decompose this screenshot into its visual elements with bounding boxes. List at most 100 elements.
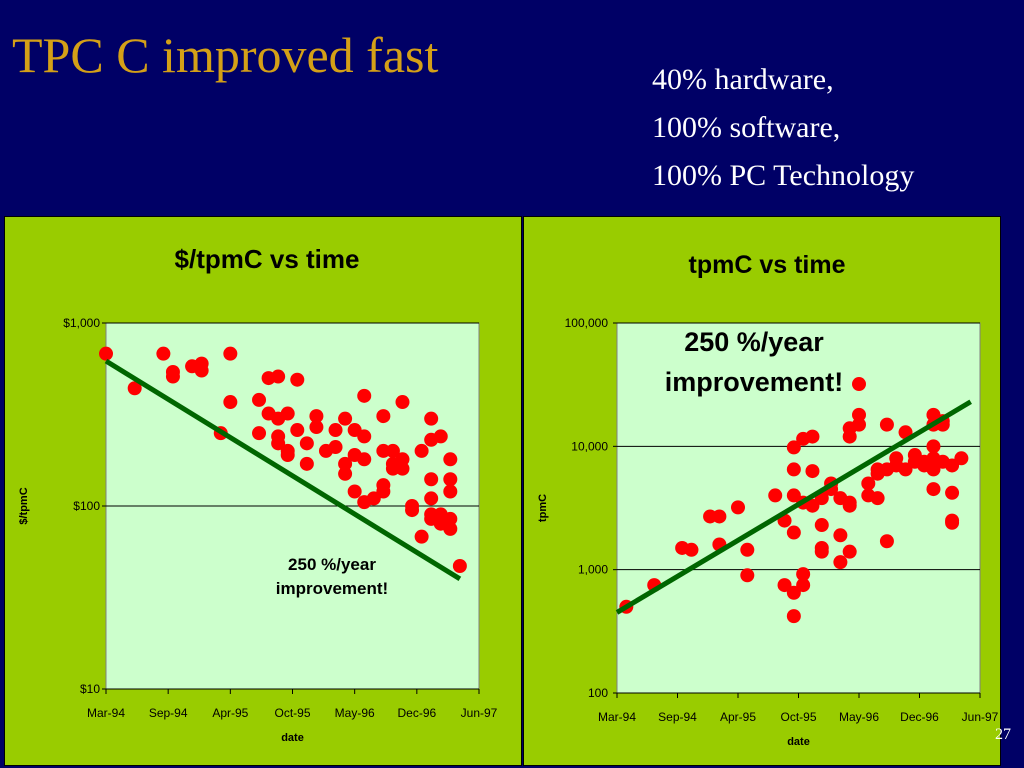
data-point xyxy=(786,525,801,540)
data-point xyxy=(271,436,286,451)
y-axis-label: $/tpmC xyxy=(18,487,30,524)
y-tick-label: 10,000 xyxy=(571,439,608,453)
data-point xyxy=(414,443,429,458)
data-point xyxy=(127,381,142,396)
improvement-annotation: 250 %/year xyxy=(684,327,824,357)
data-point xyxy=(99,346,113,361)
data-point xyxy=(814,518,829,533)
data-point xyxy=(443,521,458,536)
cost-chart-panel: $/tpmC vs time $10 $100 $1,000 Mar-94 Sep-94 A… xyxy=(4,216,522,766)
breakdown-hardware: 40% hardware, xyxy=(652,63,834,96)
data-point xyxy=(740,542,755,557)
data-point xyxy=(786,585,801,600)
y-tick-label: $100 xyxy=(73,499,100,513)
data-point xyxy=(870,491,885,506)
data-point xyxy=(252,426,267,441)
data-point xyxy=(805,464,820,479)
data-point xyxy=(309,420,324,435)
data-point xyxy=(290,423,305,438)
data-point xyxy=(338,466,353,481)
data-point xyxy=(223,395,238,410)
x-tick-label: Dec-96 xyxy=(900,710,939,724)
improvement-breakdown: 40% hardware, 100% software, 100% PC Tec… xyxy=(652,56,914,200)
data-point xyxy=(299,436,314,451)
data-point xyxy=(684,542,699,557)
data-point xyxy=(156,346,171,361)
data-point xyxy=(309,409,324,424)
data-point xyxy=(852,417,866,432)
slide-title: TPC C improved fast xyxy=(12,27,439,83)
tpmc-chart-panel: tpmC vs time 100 1,000 10,000 100,000 Mar-94 S… xyxy=(523,216,1001,766)
data-point xyxy=(347,484,362,499)
data-point xyxy=(879,534,894,549)
data-point xyxy=(424,491,439,506)
data-point xyxy=(805,498,820,513)
data-point xyxy=(290,372,305,387)
x-tick-label: Sep-94 xyxy=(658,710,697,724)
data-point xyxy=(926,439,941,454)
chart-title: $/tpmC vs time xyxy=(175,244,360,274)
data-point xyxy=(452,559,467,574)
y-axis-label: tpmC xyxy=(537,494,549,522)
breakdown-pc-technology: 100% PC Technology xyxy=(652,159,915,192)
x-tick-label: Dec-96 xyxy=(397,706,436,720)
data-point xyxy=(954,451,969,466)
data-point xyxy=(842,429,857,444)
data-point xyxy=(376,484,391,499)
data-point xyxy=(395,452,410,467)
data-point xyxy=(357,452,372,467)
data-point xyxy=(796,567,811,582)
data-point xyxy=(833,555,848,570)
x-tick-label: Apr-95 xyxy=(212,706,248,720)
data-point xyxy=(786,462,801,477)
y-tick-label: $1,000 xyxy=(63,316,100,330)
data-point xyxy=(879,417,894,432)
data-point xyxy=(842,495,857,510)
data-point xyxy=(338,456,353,471)
data-point xyxy=(796,578,811,593)
data-point xyxy=(926,482,941,497)
data-point xyxy=(777,578,792,593)
improvement-annotation: improvement! xyxy=(276,579,388,598)
data-point xyxy=(328,423,343,438)
data-point xyxy=(443,472,458,487)
data-point xyxy=(945,515,960,530)
data-point xyxy=(299,456,314,471)
x-tick-label: May-96 xyxy=(839,710,879,724)
cost-per-tpmc-chart: $/tpmC vs time $10 $100 $1,000 Mar-94 Sep-94 A… xyxy=(18,244,498,744)
data-point xyxy=(328,440,343,455)
x-tick-label: Apr-95 xyxy=(720,710,756,724)
data-point xyxy=(443,452,458,467)
data-point xyxy=(926,462,941,477)
x-tick-label: May-96 xyxy=(335,706,375,720)
data-point xyxy=(786,440,801,455)
data-point xyxy=(814,540,829,555)
data-point xyxy=(740,568,755,583)
x-tick-label: Oct-95 xyxy=(780,710,816,724)
data-point xyxy=(443,484,458,499)
x-tick-label: Oct-95 xyxy=(274,706,310,720)
data-point xyxy=(786,609,801,624)
data-point xyxy=(852,377,866,392)
x-axis-label: date xyxy=(281,732,304,744)
data-point xyxy=(898,462,913,477)
data-point xyxy=(165,364,180,379)
data-point xyxy=(194,363,209,378)
data-point xyxy=(376,443,391,458)
x-tick-label: Sep-94 xyxy=(149,706,188,720)
y-tick-label: 1,000 xyxy=(578,563,608,577)
data-point xyxy=(405,503,420,518)
x-tick-label: Jun-97 xyxy=(461,706,498,720)
y-tick-label: $10 xyxy=(80,682,100,696)
data-point xyxy=(223,346,238,361)
chart-title: tpmC vs time xyxy=(689,251,846,279)
data-point xyxy=(731,500,745,515)
data-point xyxy=(357,429,372,444)
tpmc-chart: tpmC vs time 100 1,000 10,000 100,000 Mar-94 S… xyxy=(537,251,999,748)
data-point xyxy=(252,392,267,407)
x-tick-label: Mar-94 xyxy=(598,710,636,724)
data-point xyxy=(424,411,439,426)
x-tick-label: Jun-97 xyxy=(962,710,999,724)
x-axis-label: date xyxy=(787,736,810,748)
data-point xyxy=(945,485,960,500)
